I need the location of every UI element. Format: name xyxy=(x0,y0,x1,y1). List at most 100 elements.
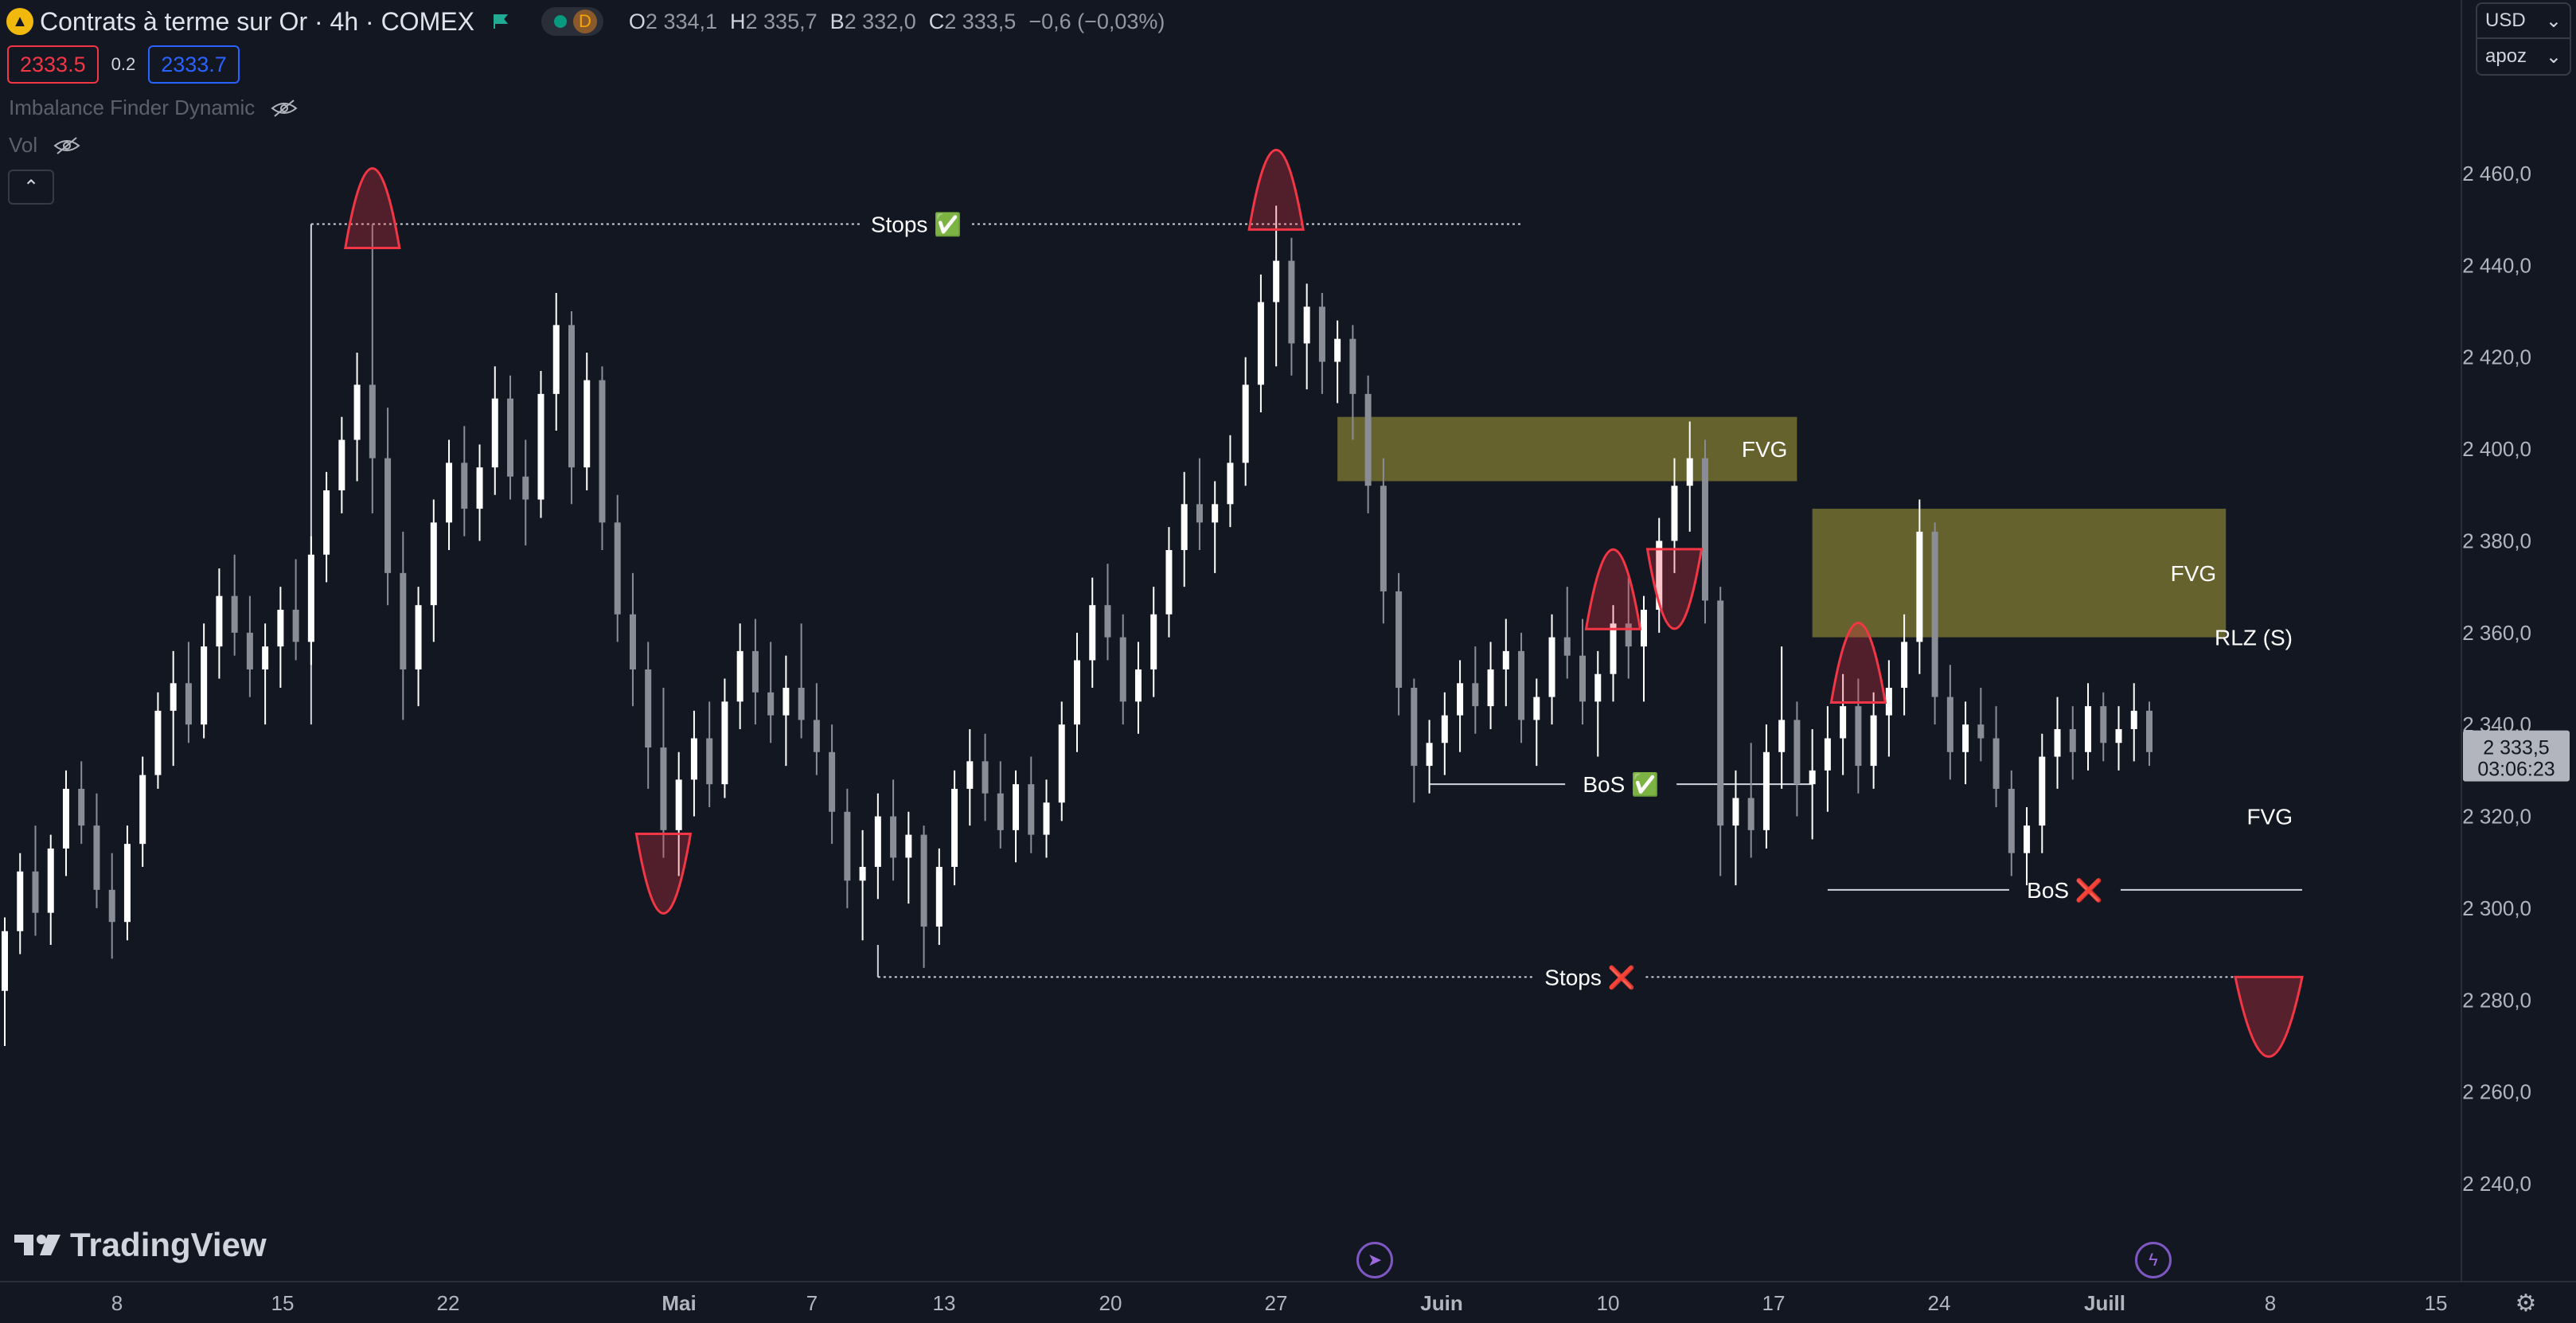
candle-body xyxy=(461,462,468,509)
candle-body xyxy=(874,816,881,867)
candle-body xyxy=(997,793,1004,830)
candle-body xyxy=(1273,260,1280,302)
candle-body xyxy=(1656,541,1663,610)
market-status-pill[interactable]: D xyxy=(541,7,603,36)
candle-body xyxy=(1579,655,1587,702)
y-tick-label: 2 380,0 xyxy=(2462,529,2531,552)
candle-body xyxy=(1885,688,1892,716)
indicator-name: Vol xyxy=(9,133,38,157)
liquidity-sweep-arc xyxy=(344,167,401,249)
candle-body xyxy=(1089,605,1096,661)
level-label: Stops ❌ xyxy=(1544,964,1635,990)
candle-body xyxy=(78,788,85,826)
x-tick-label: 13 xyxy=(933,1291,956,1315)
x-tick-label: 22 xyxy=(437,1291,460,1315)
candle-body xyxy=(32,871,39,913)
level-label: BoS ✅ xyxy=(1583,771,1659,798)
candle-body xyxy=(1487,669,1494,707)
candle-body xyxy=(262,646,269,669)
candle-body xyxy=(170,683,177,711)
candle-body xyxy=(584,380,591,468)
zone-label: RLZ (S) xyxy=(2215,626,2293,650)
candle-body xyxy=(353,384,361,440)
candle-body xyxy=(1303,306,1310,344)
chevron-up-icon: ⌃ xyxy=(22,176,40,198)
candle-body xyxy=(1028,784,1035,835)
candle-body xyxy=(446,462,453,523)
candle-body xyxy=(216,595,223,647)
candle-body xyxy=(1855,706,1862,767)
candle-body xyxy=(859,866,866,881)
x-tick-label: 10 xyxy=(1597,1291,1620,1315)
candle-body xyxy=(1395,591,1403,689)
indicator-row-vol[interactable]: Vol xyxy=(9,133,80,158)
candle-body xyxy=(537,393,544,500)
candle-body xyxy=(721,701,728,785)
buy-button[interactable]: 2333.7 xyxy=(148,45,240,84)
zone-label: FVG xyxy=(2246,805,2293,829)
x-tick-label: 17 xyxy=(1762,1291,1786,1315)
tradingview-logo-icon xyxy=(14,1235,60,1255)
candle-body xyxy=(400,572,407,669)
candle-body xyxy=(920,834,927,927)
unit-select[interactable]: apoz ⌄ xyxy=(2476,39,2571,76)
candle-body xyxy=(1150,614,1157,669)
flag-icon[interactable] xyxy=(492,13,509,30)
sell-button[interactable]: 2333.5 xyxy=(7,45,99,84)
change-value: −0,6 (−0,03%) xyxy=(1028,9,1165,33)
candle-body xyxy=(1043,802,1050,835)
candle-body xyxy=(2054,728,2061,757)
settings-gear-icon[interactable]: ⚙ xyxy=(2515,1290,2537,1317)
flash-alert-icon[interactable]: ϟ xyxy=(2135,1242,2172,1278)
ohlc-values: O2 334,1 H2 335,7 B2 332,0 C2 333,5 −0,6… xyxy=(628,9,1165,33)
symbol-title[interactable]: Contrats à terme sur Or · 4h · COMEX xyxy=(40,6,474,36)
candle-body xyxy=(2024,825,2031,853)
candle-body xyxy=(1380,486,1387,591)
tradingview-logo[interactable]: TradingView xyxy=(13,1226,267,1264)
x-tick-label: 15 xyxy=(2425,1291,2448,1315)
gold-symbol-icon: ▲ xyxy=(6,8,33,35)
candle-body xyxy=(1134,669,1142,702)
candle-body xyxy=(2146,710,2153,752)
x-tick-label: 7 xyxy=(806,1291,818,1315)
candle-body xyxy=(1610,623,1617,674)
open-value: 2 334,1 xyxy=(645,9,718,33)
currency-select[interactable]: USD ⌄ xyxy=(2476,2,2571,39)
candle-body xyxy=(2069,728,2076,752)
candle-body xyxy=(1227,462,1234,505)
x-tick-label: Juin xyxy=(1420,1291,1462,1315)
hidden-eye-icon[interactable] xyxy=(53,136,80,155)
replay-icon[interactable]: ➤ xyxy=(1356,1242,1393,1278)
x-tick-label: 8 xyxy=(111,1291,123,1315)
candle-body xyxy=(1165,549,1173,615)
candle-body xyxy=(154,710,162,775)
candle-body xyxy=(47,848,54,913)
candle-body xyxy=(798,688,805,720)
candle-body xyxy=(491,398,498,468)
candle-body xyxy=(1472,683,1479,707)
hidden-eye-icon[interactable] xyxy=(271,99,298,118)
delayed-badge: D xyxy=(572,10,597,33)
y-tick-label: 2 440,0 xyxy=(2462,253,2531,277)
close-value: 2 333,5 xyxy=(944,9,1017,33)
level-label: Stops ✅ xyxy=(871,211,962,237)
candle-body xyxy=(645,669,652,748)
y-tick-label: 2 240,0 xyxy=(2462,1172,2531,1196)
candle-body xyxy=(982,761,989,794)
candle-body xyxy=(890,816,897,858)
candle-body xyxy=(1119,637,1126,702)
candle-body xyxy=(629,614,636,669)
candle-body xyxy=(1349,338,1356,394)
symbol-header: ▲ Contrats à terme sur Or · 4h · COMEX D… xyxy=(0,0,1165,43)
y-tick-label: 2 280,0 xyxy=(2462,988,2531,1012)
candle-body xyxy=(415,605,422,669)
collapse-legend-button[interactable]: ⌃ xyxy=(8,170,54,205)
y-tick-label: 2 320,0 xyxy=(2462,805,2531,829)
candle-body xyxy=(323,490,330,555)
indicator-row-imbalance[interactable]: Imbalance Finder Dynamic xyxy=(9,96,298,120)
candle-body xyxy=(1457,683,1464,716)
fvg-zone xyxy=(1812,509,2227,638)
candle-body xyxy=(1257,302,1264,385)
candle-body xyxy=(384,458,392,573)
